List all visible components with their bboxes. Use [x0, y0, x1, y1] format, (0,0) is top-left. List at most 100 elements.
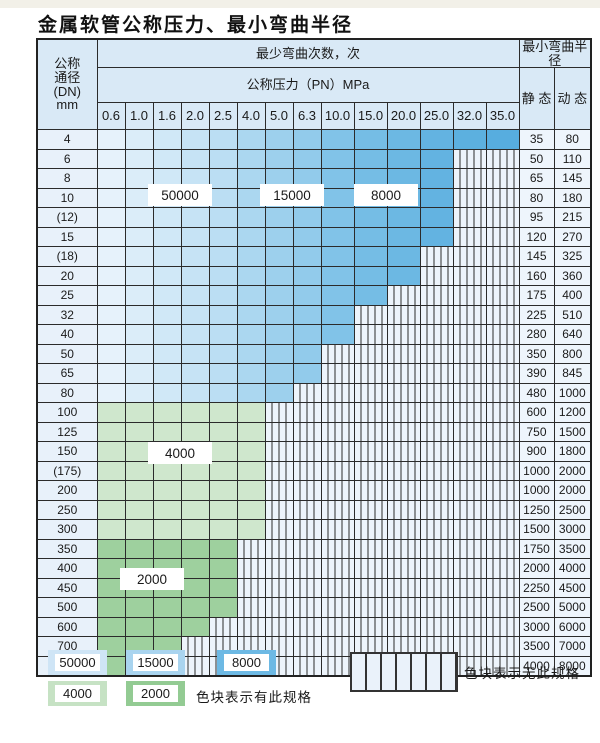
spec-available-cell	[264, 363, 294, 384]
no-spec-hatched-cell	[485, 480, 520, 501]
no-spec-hatched-cell	[264, 480, 294, 501]
spec-available-cell	[180, 538, 210, 560]
static-radius-cell: 3500	[518, 636, 555, 657]
no-spec-hatched-cell	[485, 187, 520, 209]
spec-available-cell	[180, 382, 210, 404]
dynamic-radius-cell: 145	[553, 168, 592, 189]
spec-table: 公称 通径 (DN) mm 最少弯曲次数，次 最小弯曲半径 公称压力（PN）MPa 静 态动 …	[36, 38, 593, 678]
pressure-value-header: 1.6	[152, 102, 182, 131]
spec-available-cell	[264, 207, 294, 228]
spec-available-cell	[152, 226, 182, 248]
no-spec-hatched-cell	[485, 616, 520, 638]
bend-cycles-label-4000: 4000	[148, 442, 212, 464]
no-spec-hatched-cell	[485, 421, 520, 443]
spec-available-cell	[236, 285, 266, 306]
no-spec-hatched-cell	[419, 597, 454, 618]
spec-available-cell	[236, 421, 266, 443]
spec-available-cell	[208, 129, 238, 150]
static-radius-cell: 50	[518, 148, 555, 170]
table-row: 125 750 1500	[36, 421, 592, 443]
no-spec-hatched-cell	[292, 636, 322, 657]
spec-available-cell	[386, 148, 421, 170]
no-spec-hatched-cell	[485, 207, 520, 228]
legend-no-spec-text: 色块表示无此规格	[464, 666, 580, 681]
spec-available-cell	[386, 168, 421, 189]
spec-available-cell	[208, 285, 238, 306]
static-radius-cell: 1250	[518, 499, 555, 521]
spec-available-cell	[96, 168, 126, 189]
static-radius-cell: 750	[518, 421, 555, 443]
nominal-pressure-header: 公称压力（PN）MPa	[96, 67, 520, 104]
table-row: (12) 95 215	[36, 207, 592, 228]
table-row: 8 65 145	[36, 168, 592, 189]
spec-available-cell	[152, 265, 182, 287]
no-spec-hatched-cell	[386, 343, 421, 365]
spec-available-cell	[96, 616, 126, 638]
dn-header-line: mm	[56, 97, 79, 113]
static-radius-cell: 1000	[518, 480, 555, 501]
dynamic-radius-cell: 8000	[553, 655, 592, 677]
no-spec-hatched-cell	[320, 655, 355, 677]
dn-cell: 450	[36, 577, 98, 599]
static-radius-cell: 1000	[518, 460, 555, 482]
no-spec-hatched-cell	[485, 538, 520, 560]
spec-available-cell	[320, 246, 355, 267]
no-spec-hatched-cell	[419, 382, 454, 404]
no-spec-hatched-cell	[353, 616, 388, 638]
spec-available-cell	[386, 226, 421, 248]
no-spec-hatched-cell	[264, 616, 294, 638]
no-spec-hatched-cell	[452, 480, 487, 501]
spec-available-cell	[152, 597, 182, 618]
no-spec-hatched-cell	[353, 363, 388, 384]
spec-available-cell	[208, 246, 238, 267]
no-spec-hatched-cell	[452, 616, 487, 638]
spec-available-cell	[386, 207, 421, 228]
spec-available-cell	[236, 402, 266, 423]
legend-chip-50000: 50000	[48, 650, 107, 675]
spec-available-cell	[419, 187, 454, 209]
spec-available-cell	[152, 324, 182, 345]
spec-available-cell	[124, 343, 154, 365]
no-spec-hatched-cell	[452, 265, 487, 287]
spec-available-cell	[236, 226, 266, 248]
spec-available-cell	[353, 285, 388, 306]
no-spec-hatched-cell	[485, 343, 520, 365]
no-spec-hatched-cell	[452, 421, 487, 443]
no-spec-hatched-cell	[264, 441, 294, 462]
spec-available-cell	[386, 246, 421, 267]
no-spec-hatched-cell	[292, 655, 322, 677]
dynamic-radius-cell: 5000	[553, 597, 592, 618]
no-spec-hatched-cell	[452, 148, 487, 170]
dn-cell: 32	[36, 304, 98, 326]
pressure-value-header: 15.0	[353, 102, 388, 131]
dynamic-radius-cell: 7000	[553, 636, 592, 657]
no-spec-hatched-cell	[292, 538, 322, 560]
table-row: 600 3000 6000	[36, 616, 592, 638]
no-spec-hatched-cell	[353, 382, 388, 404]
dynamic-radius-cell: 2500	[553, 499, 592, 521]
dynamic-radius-cell: 510	[553, 304, 592, 326]
no-spec-hatched-cell	[353, 304, 388, 326]
spec-available-cell	[180, 246, 210, 267]
spec-available-cell	[180, 304, 210, 326]
spec-available-cell	[419, 168, 454, 189]
legend-chip-15000: 15000	[126, 650, 185, 675]
no-spec-hatched-cell	[264, 538, 294, 560]
no-spec-hatched-cell	[180, 636, 210, 657]
dn-cell: 10	[36, 187, 98, 209]
spec-available-cell	[180, 597, 210, 618]
table-row: 250 1250 2500	[36, 499, 592, 521]
top-strip	[0, 0, 600, 8]
spec-available-cell	[124, 148, 154, 170]
no-spec-hatched-cell	[353, 538, 388, 560]
spec-available-cell	[180, 148, 210, 170]
bend-cycles-label-8000: 8000	[354, 184, 418, 206]
spec-available-cell	[353, 168, 388, 189]
no-spec-hatched-cell	[452, 363, 487, 384]
no-spec-hatched-cell	[353, 324, 388, 345]
spec-available-cell	[386, 265, 421, 287]
no-spec-hatched-cell	[264, 577, 294, 599]
legend-has-spec-text: 色块表示有此规格	[196, 690, 312, 705]
no-spec-hatched-cell	[236, 597, 266, 618]
no-spec-hatched-cell	[419, 558, 454, 579]
